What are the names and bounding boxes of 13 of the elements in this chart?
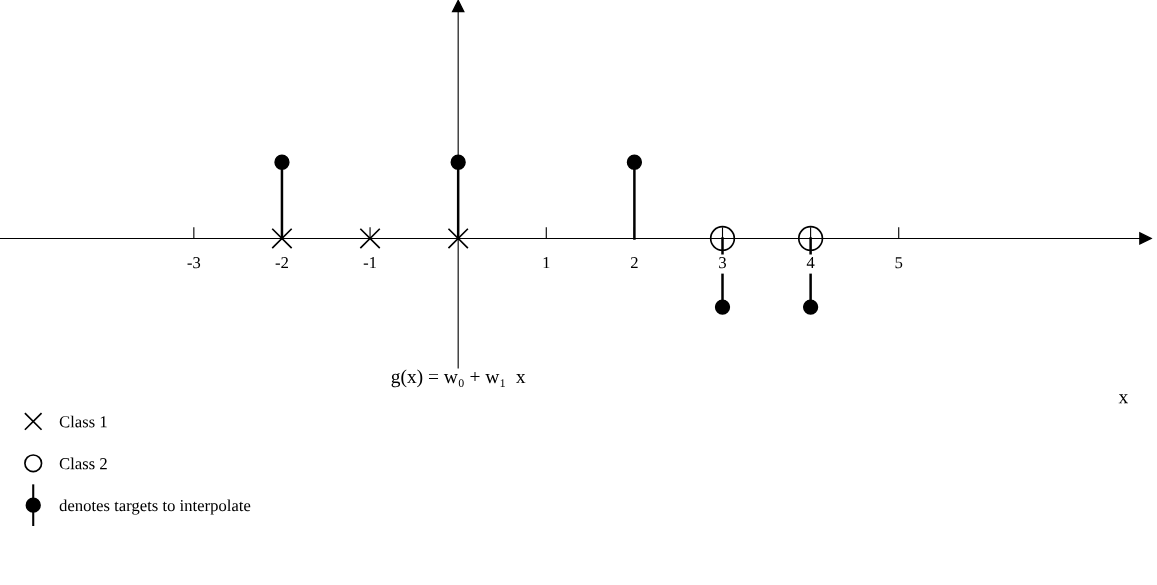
text: g(x) = w₀ + w₁ x bbox=[391, 369, 526, 388]
x-tick-label: -3 bbox=[187, 257, 201, 269]
x-tick-label: 2 bbox=[630, 257, 638, 269]
x-tick-label: 5 bbox=[895, 257, 903, 269]
legend-label: Class 2 bbox=[59, 457, 107, 470]
x-tick-label: -1 bbox=[363, 257, 376, 269]
legend-label: Class 1 bbox=[59, 415, 107, 428]
x-tick-label: 1 bbox=[543, 257, 550, 269]
x-tick-label: -2 bbox=[275, 257, 288, 269]
x-axis-title: x bbox=[1118, 394, 1129, 404]
x-tick-label: 3 bbox=[719, 257, 727, 269]
x-tick-label: 4 bbox=[806, 257, 815, 269]
legend-label: denotes targets to interpolate bbox=[59, 499, 251, 515]
